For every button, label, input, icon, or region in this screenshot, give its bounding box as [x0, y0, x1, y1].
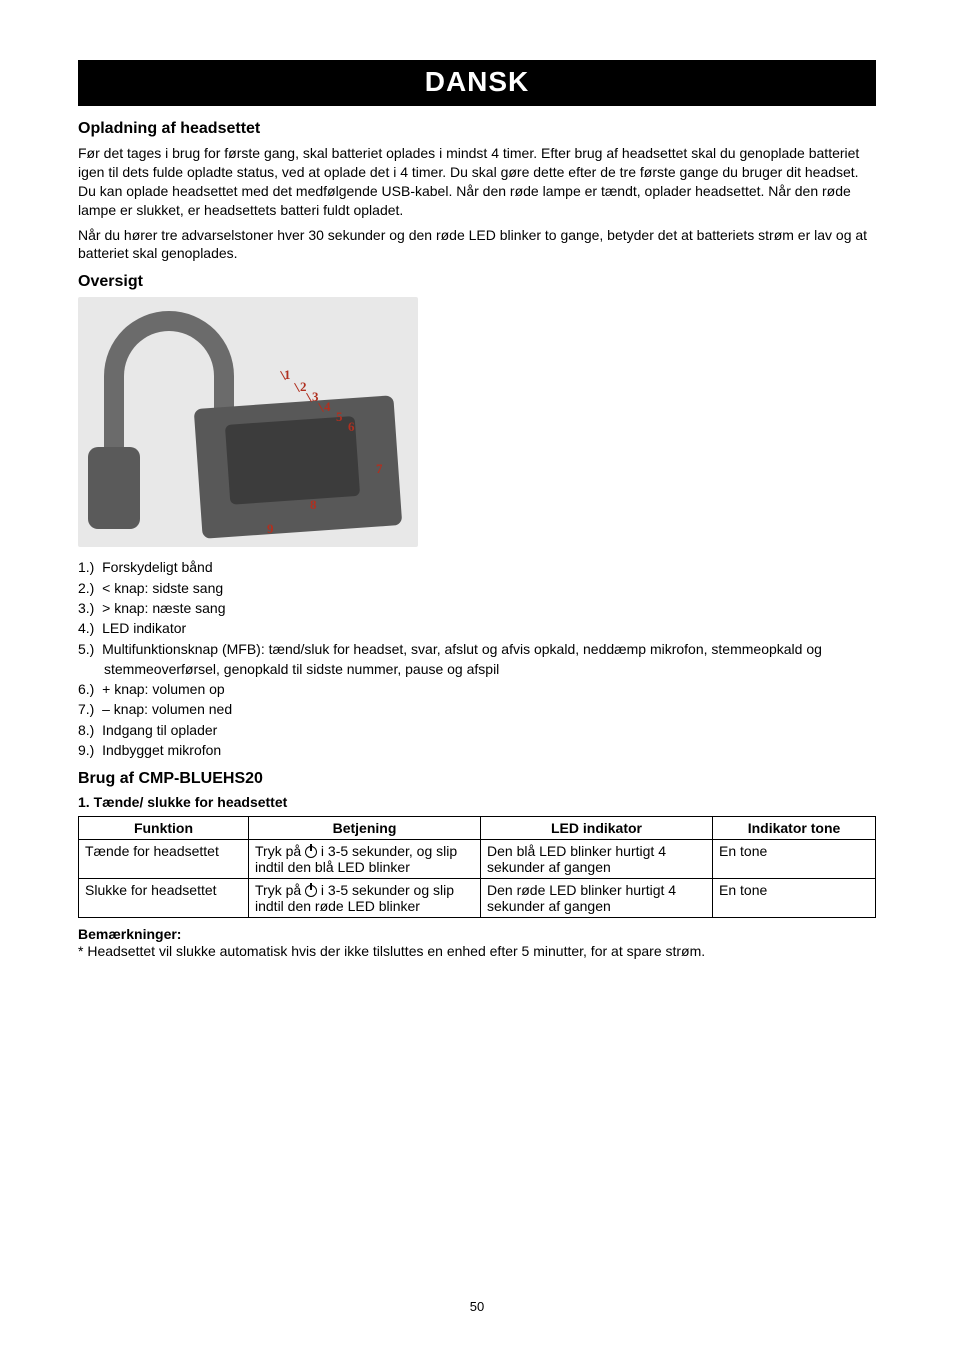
- page-number: 50: [0, 1299, 954, 1314]
- overview-item: 2.) < knap: sidste sang: [78, 578, 876, 598]
- overview-item-text: > knap: næste sang: [102, 600, 225, 616]
- usage-subheading-1: 1. Tænde/ slukke for headsettet: [78, 794, 876, 810]
- section-usage-title: Brug af CMP-BLUEHS20: [78, 770, 876, 788]
- overview-item-text: Indgang til oplader: [102, 722, 217, 738]
- marker-4: 4: [324, 399, 331, 415]
- cell-betjening: Tryk på i 3-5 sekunder, og slip indtil d…: [249, 840, 481, 879]
- power-function-table: Funktion Betjening LED indikator Indikat…: [78, 816, 876, 918]
- table-row: Slukke for headsettet Tryk på i 3-5 seku…: [79, 879, 876, 918]
- overview-list: 1.) Forskydeligt bånd 2.) < knap: sidste…: [78, 557, 876, 760]
- table-row: Tænde for headsettet Tryk på i 3-5 sekun…: [79, 840, 876, 879]
- overview-item: 7.) – knap: volumen ned: [78, 699, 876, 719]
- table-header: Funktion: [79, 817, 249, 840]
- marker-7: 7: [376, 461, 383, 477]
- table-header: Betjening: [249, 817, 481, 840]
- betjening-pre: Tryk på: [255, 882, 305, 898]
- section-charging-title: Opladning af headsettet: [78, 120, 876, 138]
- charging-paragraph-1: Før det tages i brug for første gang, sk…: [78, 144, 876, 220]
- notes-body: * Headsettet vil slukke automatisk hvis …: [78, 942, 876, 961]
- cell-funktion: Slukke for headsettet: [79, 879, 249, 918]
- overview-item-text: LED indikator: [102, 620, 186, 636]
- marker-6: 6: [348, 419, 355, 435]
- cell-tone: En tone: [713, 840, 876, 879]
- overview-item-text: – knap: volumen ned: [102, 701, 232, 717]
- cell-betjening: Tryk på i 3-5 sekunder og slip indtil de…: [249, 879, 481, 918]
- language-banner-text: DANSK: [425, 66, 530, 97]
- power-icon: [305, 846, 317, 858]
- overview-item-text: + knap: volumen op: [102, 681, 225, 697]
- overview-item: 4.) LED indikator: [78, 618, 876, 638]
- power-icon: [305, 885, 317, 897]
- headset-left-earcup: [88, 447, 140, 529]
- language-banner: DANSK: [78, 60, 876, 106]
- overview-item: 8.) Indgang til oplader: [78, 720, 876, 740]
- betjening-pre: Tryk på: [255, 843, 305, 859]
- notes-heading: Bemærkninger:: [78, 926, 876, 942]
- marker-9: 9: [267, 521, 274, 537]
- overview-item-text: < knap: sidste sang: [102, 580, 223, 596]
- overview-item: 9.) Indbygget mikrofon: [78, 740, 876, 760]
- cell-led: Den blå LED blinker hurtigt 4 sekunder a…: [481, 840, 713, 879]
- marker-8: 8: [310, 497, 317, 513]
- table-header-row: Funktion Betjening LED indikator Indikat…: [79, 817, 876, 840]
- overview-item: 1.) Forskydeligt bånd: [78, 557, 876, 577]
- table-header: LED indikator: [481, 817, 713, 840]
- marker-1: 1: [284, 367, 291, 383]
- overview-item-text: Indbygget mikrofon: [102, 742, 221, 758]
- headset-right-earcup: [194, 396, 403, 540]
- headset-control-panel: [225, 416, 360, 505]
- headset-overview-image: 1 2 3 4 5 6 7 8 9: [78, 297, 418, 547]
- cell-tone: En tone: [713, 879, 876, 918]
- section-overview-title: Oversigt: [78, 273, 876, 291]
- overview-item: 3.) > knap: næste sang: [78, 598, 876, 618]
- marker-5: 5: [336, 409, 343, 425]
- cell-led: Den røde LED blinker hurtigt 4 sekunder …: [481, 879, 713, 918]
- charging-paragraph-2: Når du hører tre advarselstoner hver 30 …: [78, 226, 876, 264]
- overview-item: 6.) + knap: volumen op: [78, 679, 876, 699]
- cell-funktion: Tænde for headsettet: [79, 840, 249, 879]
- table-header: Indikator tone: [713, 817, 876, 840]
- overview-item: 5.) Multifunktionsknap (MFB): tænd/sluk …: [78, 639, 876, 680]
- overview-item-text: Multifunktionsknap (MFB): tænd/sluk for …: [102, 641, 822, 677]
- overview-item-text: Forskydeligt bånd: [102, 559, 213, 575]
